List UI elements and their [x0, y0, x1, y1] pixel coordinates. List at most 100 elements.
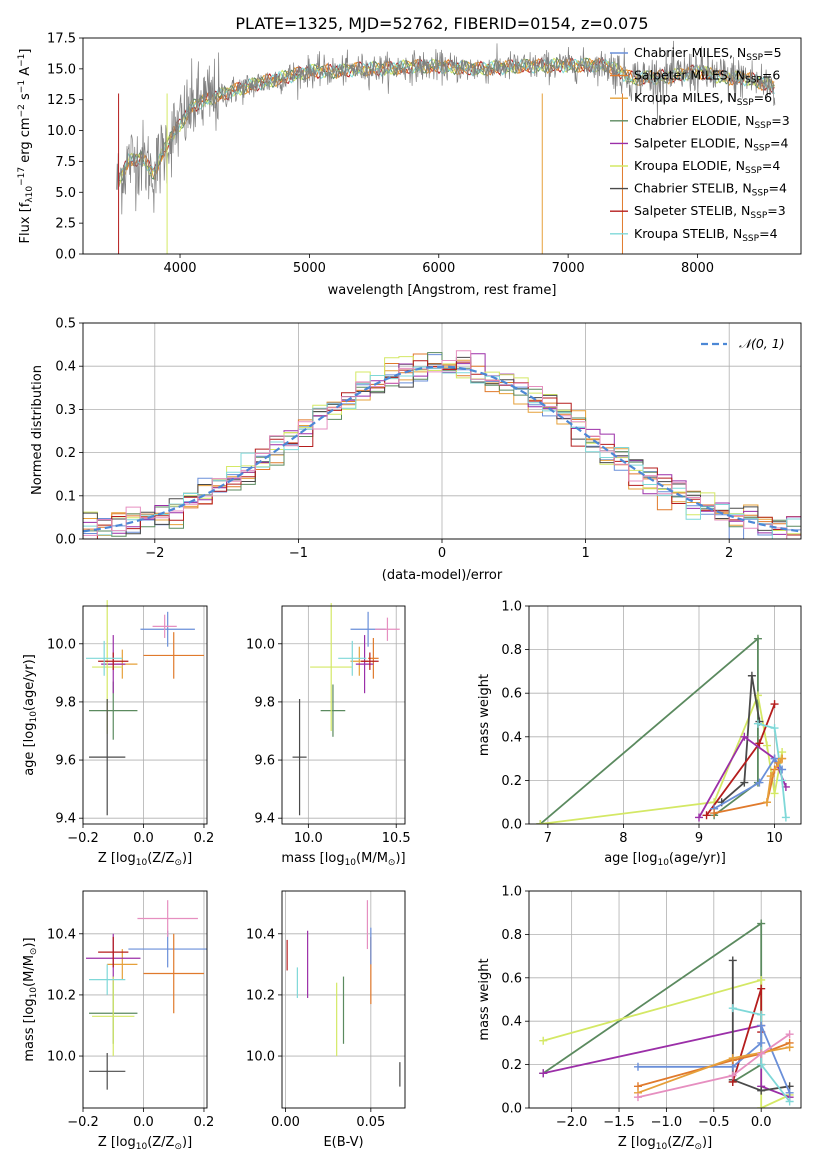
age_vs_mass-xlabel-part: ⊙ [388, 858, 396, 868]
spectrum-ylabel-part: 10 [25, 186, 35, 198]
weight_vs_age-ylabel: mass weight [477, 674, 492, 756]
age_vs_mass-xlabel-part: 10 [345, 858, 357, 868]
weight-marker [778, 754, 787, 763]
weight-marker [770, 789, 779, 798]
legend-n-prefix: N [733, 226, 742, 241]
weight-marker [753, 634, 762, 643]
spectrum-ylabel: Flux [fλ10−17 erg cm−2 s−1 A−1] [17, 49, 35, 244]
age_vs_mass-xlabel-part: )] [395, 851, 405, 866]
observed-spectrum [116, 40, 776, 215]
weight_vs_Z-lines [539, 919, 794, 1108]
mass_vs_Z-xtick-label: 0.2 [194, 1115, 215, 1130]
legend-entry: Chabrier MILES, NSSP=5 [634, 45, 782, 63]
legend-n: 4 [770, 226, 778, 241]
legend-n-sub: SSP [752, 189, 769, 199]
weight_vs_Z-xtick-label: 0.0 [751, 1115, 772, 1130]
mass_vs_ebv-frame [281, 890, 406, 1109]
residuals-xtick-label: 1 [581, 546, 589, 561]
weight-marker [763, 798, 771, 807]
residuals-xtick-label: −2 [145, 546, 164, 561]
weight-marker [766, 772, 775, 781]
spectrum-xlabel: wavelength [Angstrom, rest frame] [328, 283, 557, 298]
mass_vs_ebv-xlabel-part: E(B-V) [323, 1135, 363, 1150]
spectrum-axes: 4000 5000 6000 7000 8000 0.0 2.5 5.0 7.5 10.0 12.5… [47, 32, 714, 277]
weight-marker [757, 1104, 766, 1108]
spectrum-ylabel-part: ] [18, 49, 33, 54]
weight-marker [781, 813, 790, 822]
spectrum-ytick-label: 2.5 [55, 217, 76, 232]
legend-sep: , [733, 203, 741, 218]
spectrum-ylabel-part: A [18, 67, 33, 80]
normal-curve [83, 365, 801, 533]
weight-line-kroupa_miles [766, 758, 783, 803]
spectrum-lines [116, 40, 776, 254]
legend-eq: = [769, 181, 779, 196]
mass_vs_Z-ylabel-part: mass [log [22, 998, 37, 1061]
mass_vs_Z-xlabel-part: )] [182, 1135, 192, 1150]
weight-marker [755, 778, 764, 787]
spectrum-ylabel-part: −17 [17, 167, 27, 186]
legend-eq: = [759, 226, 769, 241]
mass_vs_ebv-xlabel: E(B-V) [323, 1135, 363, 1150]
legend-name: Kroupa STELIB [634, 226, 725, 241]
age_vs_mass-errorbars [292, 603, 400, 816]
weight_vs_Z-xlabel-part: 10 [656, 1142, 668, 1152]
weight_vs_Z-xtick-label: −2.0 [556, 1115, 588, 1130]
spectrum-ylabel-part: −2 [17, 104, 27, 117]
weight-marker [539, 1069, 548, 1078]
legend-n-prefix: N [736, 68, 745, 83]
mass_vs_ebv-xtick-label: 0.05 [356, 1115, 385, 1130]
legend-n: 4 [779, 181, 787, 196]
weight_vs_age-xtick-label: 10 [766, 831, 783, 846]
legend-n-sub: SSP [753, 143, 770, 153]
legend-sep: , [719, 90, 727, 105]
weight-marker [728, 1071, 737, 1080]
residuals-frame [82, 322, 802, 540]
mass_vs_Z-xlabel-part: ⊙ [174, 1142, 182, 1152]
legend-n-prefix: N [736, 158, 745, 173]
spectrum-xtick-label: 7000 [552, 261, 585, 276]
mass_vs_Z-ytick-label: 10.2 [47, 988, 76, 1003]
weight-marker [757, 919, 766, 928]
mass_vs_ebv-ytick-label: 10.4 [246, 927, 275, 942]
weight-line-salpeter_miles [637, 1042, 790, 1088]
residuals-xtick-label: −1 [289, 546, 308, 561]
legend-eq: = [762, 158, 772, 173]
spectrum-ytick-label: 10.0 [47, 124, 76, 139]
legend-n: 3 [782, 113, 790, 128]
legend-n: 5 [774, 45, 782, 60]
weight-marker [633, 1062, 642, 1071]
age_vs_mass-xlabel: mass [log10(M/M⊙)] [281, 851, 405, 868]
legend-name: Kroupa ELODIE [634, 158, 728, 173]
age_vs_Z-ylabel-part: (age/yr)] [22, 654, 37, 711]
histogram-steps [83, 350, 801, 539]
mass_vs_Z-ylabel: mass [log10(M/M⊙)] [22, 937, 39, 1061]
weight-marker [728, 956, 737, 965]
age_vs_Z-ytick-label: 10.0 [47, 637, 76, 652]
weight-line-pink [637, 1033, 791, 1099]
age_vs_mass-xlabel-part: (M/M [356, 851, 388, 866]
age_vs_Z-frame [82, 605, 208, 825]
legend-entry: Salpeter ELODIE, NSSP=4 [634, 135, 789, 153]
legend-sep: , [728, 68, 736, 83]
mass_vs_Z-xtick-label: −0.2 [67, 1115, 99, 1130]
mass_vs_ebv-ytick-label: 10.2 [246, 988, 275, 1003]
weight-marker [785, 1030, 794, 1039]
legend-n-prefix: N [727, 90, 736, 105]
mass_vs_Z-frame [82, 890, 208, 1109]
residuals-ytick-label: 0.4 [55, 360, 76, 375]
weight-marker [740, 732, 749, 741]
weight-marker [774, 758, 783, 767]
age_vs_Z-ytick-label: 9.4 [55, 812, 76, 827]
age_vs_Z-ytick-label: 9.8 [55, 695, 76, 710]
weight-marker [757, 1049, 766, 1058]
age_vs_mass-ytick-label: 10.0 [246, 637, 275, 652]
mass_vs_Z-xlabel-part: 10 [136, 1142, 148, 1152]
legend-sep: , [729, 45, 737, 60]
legend-name: Chabrier ELODIE [634, 113, 737, 128]
mass_vs_ebv-axes: 0.00 0.05 10.0 10.2 10.4 [246, 891, 405, 1130]
mass_vs_Z-xtick-label: 0.0 [133, 1115, 154, 1130]
weight_vs_Z-frame [528, 890, 802, 1109]
spectrum-ylabel-part: erg cm [18, 117, 33, 166]
